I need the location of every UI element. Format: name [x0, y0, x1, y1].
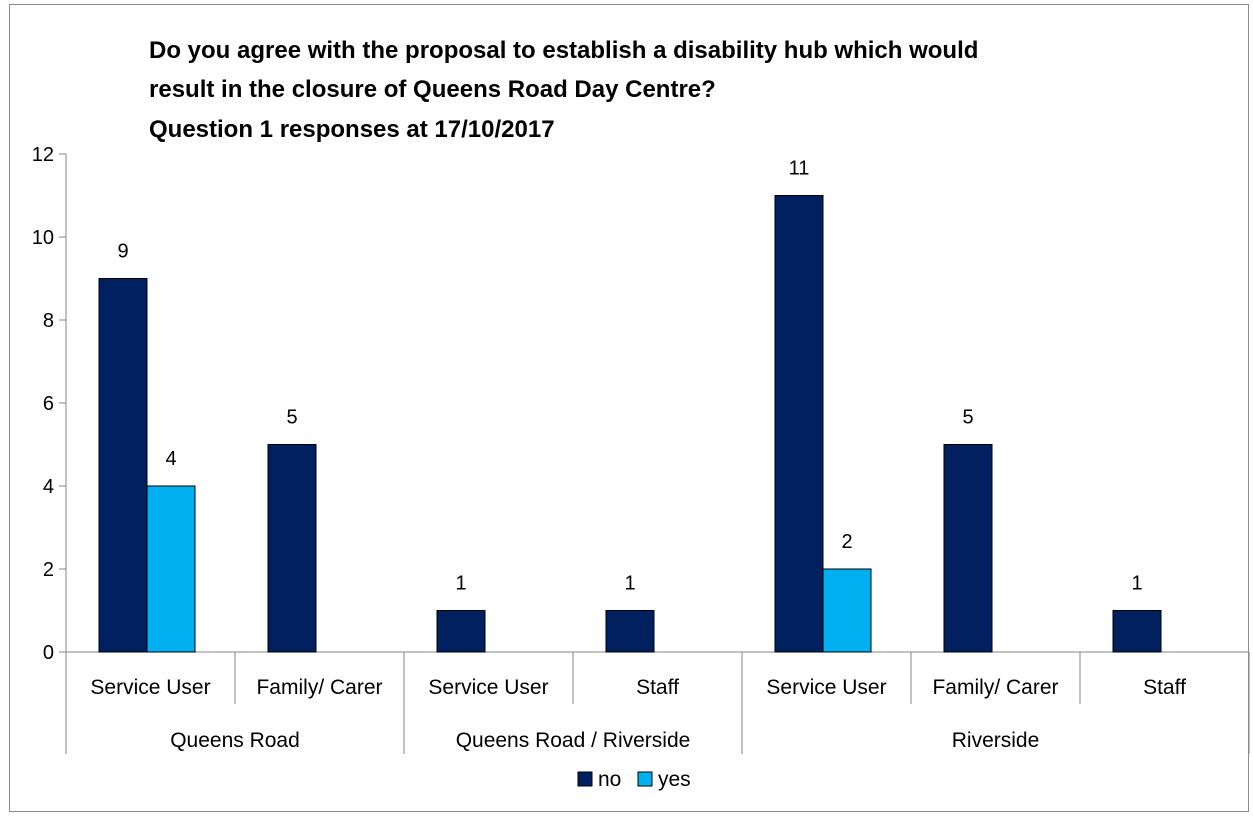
bar-yes — [146, 485, 196, 653]
y-tick-label: 6 — [43, 393, 54, 415]
bar-no — [605, 610, 655, 653]
x-category-label: Staff — [636, 676, 679, 699]
data-label: 1 — [455, 573, 466, 595]
bar-chart: Do you agree with the proposal to establ… — [32, 37, 1250, 791]
data-label: 1 — [1131, 573, 1142, 595]
bar-no — [1112, 610, 1162, 653]
chart-frame: Do you agree with the proposal to establ… — [9, 4, 1250, 812]
data-label: 1 — [624, 573, 635, 595]
y-tick-label: 4 — [43, 476, 54, 498]
data-label: 11 — [789, 158, 810, 180]
bar-no — [98, 278, 148, 653]
legend-label-yes: yes — [658, 768, 691, 791]
legend-label-no: no — [598, 768, 621, 791]
data-label: 5 — [286, 407, 297, 429]
y-tick-label: 8 — [43, 310, 54, 332]
bar-no — [774, 195, 824, 653]
x-group-label: Riverside — [952, 729, 1040, 752]
chart-title-line: Do you agree with the proposal to establ… — [149, 37, 978, 64]
bar-yes — [822, 568, 872, 653]
chart-title-line: Question 1 responses at 17/10/2017 — [149, 116, 555, 143]
bar-no — [436, 610, 486, 653]
x-category-label: Family/ Carer — [932, 676, 1058, 699]
chart-title-line: result in the closure of Queens Road Day… — [149, 76, 716, 103]
x-category-label: Family/ Carer — [256, 676, 382, 699]
x-group-label: Queens Road — [170, 729, 300, 752]
data-label: 9 — [117, 241, 128, 263]
legend-swatch-yes — [637, 771, 653, 787]
y-tick-label: 12 — [32, 144, 54, 166]
y-tick-label: 2 — [43, 559, 54, 581]
y-tick-label: 10 — [32, 227, 54, 249]
x-category-label: Service User — [766, 676, 886, 699]
bar-no — [267, 444, 317, 653]
legend-swatch-no — [577, 771, 593, 787]
data-label: 5 — [962, 407, 973, 429]
x-category-label: Service User — [90, 676, 210, 699]
x-category-label: Staff — [1143, 676, 1186, 699]
y-tick-label: 0 — [43, 642, 54, 664]
data-label: 4 — [165, 448, 176, 470]
data-label: 2 — [841, 531, 852, 553]
x-category-label: Service User — [428, 676, 548, 699]
bar-no — [943, 444, 993, 653]
x-group-label: Queens Road / Riverside — [456, 729, 691, 752]
